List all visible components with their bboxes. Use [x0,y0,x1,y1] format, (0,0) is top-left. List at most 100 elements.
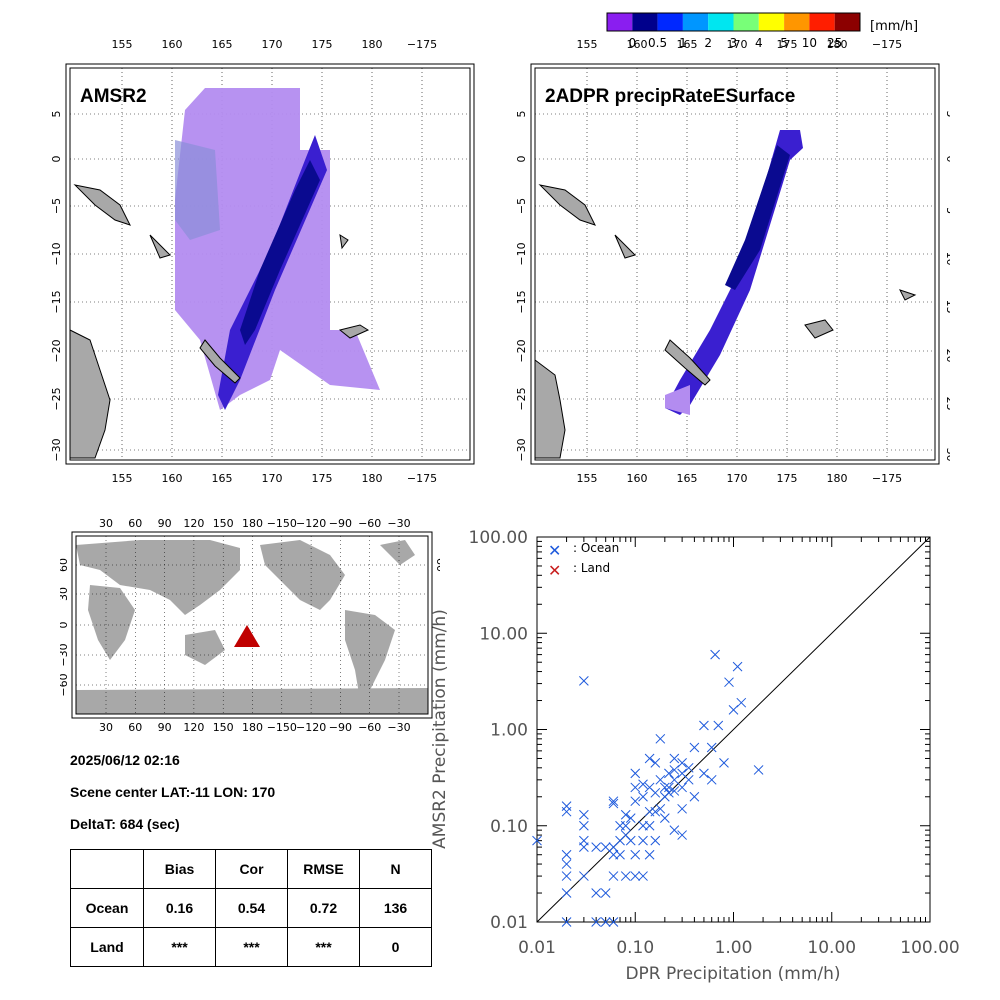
scatter-point-ocean [669,825,680,836]
scatter-legend: ✕ : Ocean ✕ : Land [548,541,619,580]
legend-tick-label: 10 [802,36,817,50]
scatter-point-ocean [706,774,717,785]
scatter-point-ocean [650,758,661,768]
legend-unit-label: [mm/h] [870,19,918,34]
scatter-point-ocean [579,809,589,820]
dpr-heavy-rain-strip [725,145,790,290]
map-lat-tick-label: −5 [515,198,528,214]
scatter-point-ocean [659,782,670,793]
scatter-point-ocean [655,733,666,744]
world-bottom-lon-tick: −60 [358,721,381,734]
map-lon-tick-label: 180 [362,40,383,51]
scatter-point-ocean [659,813,670,823]
amsr2-islands [73,184,370,339]
map-lon-tick-label: 155 [577,40,598,51]
scatter-point-ocean [710,649,720,660]
map-lat-tick-label: −30 [50,438,63,461]
map-lon-tick-label: 155 [112,40,133,51]
amsr2-australia-coast [69,329,111,459]
x-tick-label: 0.10 [616,938,654,958]
scatter-point-ocean [561,888,572,898]
map-lon-tick-label: 160 [627,40,648,51]
scene-datetime: 2025/06/12 02:16 [70,752,180,768]
x-tick-label: 10.00 [807,938,856,958]
map-lat-tick-label: −25 [515,387,528,410]
map-lon-tick-label: 175 [777,40,798,51]
map-lat-tick-label: 5 [479,111,480,118]
map-lon-tick-label: 165 [677,40,698,51]
x-tick-label: 100.00 [900,938,959,958]
scatter-point-ocean [591,888,602,898]
scatter-point-ocean [630,849,641,860]
map-lat-tick-label: −10 [479,242,480,265]
world-continents [76,540,428,714]
world-bottom-lon-tick: −30 [387,721,410,734]
scatter-point-ocean [579,820,589,831]
legend-tick-label: 0.5 [648,36,667,50]
scatter-point-ocean [608,798,619,809]
y-tick-label: 1.00 [490,721,528,741]
one-to-one-line [536,536,931,923]
map-lat-tick-label: 0 [479,156,480,163]
map-lat-tick-label: −10 [50,242,63,265]
stats-table: Bias Cor RMSE N Ocean 0.16 0.54 0.72 136… [70,849,432,967]
legend-ocean-marker: ✕ [548,541,561,560]
map-lon-tick-label: −175 [872,40,902,51]
y-tick-label: 10.00 [479,624,528,644]
precip-color-legend: 0 0.5 1 2 3 4 5 10 25 [mm/h] [606,12,918,50]
stats-cell: *** [215,927,288,967]
dpr-new-caledonia [664,339,711,386]
scatter-point-ocean [655,803,666,814]
map-lat-tick-label: −10 [515,242,528,265]
world-bottom-lon-tick: 60 [128,721,142,734]
scatter-point-ocean [677,803,687,814]
legend-color-swatch [632,13,658,31]
legend-color-swatch [784,13,810,31]
map-lat-tick-label: −5 [50,198,63,214]
world-top-lon-tick: −90 [329,517,352,530]
map-lon-tick-label: 170 [262,472,283,485]
world-bottom-lon-tick: 180 [242,721,263,734]
scatter-point-ocean [591,842,602,852]
scene-location-marker [234,625,260,647]
scatter-point-ocean [600,888,611,898]
world-lat-tick-left: −60 [60,673,70,696]
world-top-lon-tick: 30 [99,517,113,530]
scatter-point-ocean [650,787,661,798]
legend-tick-label: 3 [730,36,738,50]
x-tick-label: 0.01 [518,938,556,958]
scatter-point-ocean [683,774,694,785]
map-lon-tick-label: 165 [212,472,233,485]
scatter-point-ocean [638,791,648,802]
map-lon-tick-label: 160 [162,40,183,51]
scatter-point-ocean [732,661,743,672]
scatter-point-ocean [608,917,619,927]
dpr-islands [538,184,917,339]
scatter-point-ocean [644,820,655,831]
scatter-point-ocean [620,809,631,820]
legend-land-label: : Land [573,561,610,575]
legend-color-swatch [733,13,759,31]
scatter-point-ocean [608,871,619,881]
scatter-point-ocean [591,917,602,927]
map-lat-tick-label: −5 [944,198,950,214]
world-bottom-lon-tick: 120 [183,721,204,734]
map-lon-tick-label: 180 [827,40,848,51]
scene-info: 2025/06/12 02:16 Scene center LAT:-11 LO… [70,750,450,846]
world-top-lon-tick: 150 [213,517,234,530]
scatter-point-ocean [625,835,636,846]
scatter-point-ocean [630,768,641,779]
x-tick-label: 1.00 [715,938,753,958]
scatter-point-ocean [655,774,666,785]
map-lat-tick-label: −5 [479,198,480,214]
world-top-lon-tick: 90 [158,517,172,530]
scatter-point-ocean [561,849,572,860]
world-bottom-lon-tick: 150 [213,721,234,734]
dpr-map-title: 2ADPR precipRateESurface [545,86,795,107]
legend-tick-label: 2 [704,36,712,50]
map-lat-tick-label: −15 [515,290,528,313]
world-bottom-lon-tick: −120 [296,721,326,734]
scatter-point-ocean [689,742,700,753]
scatter-point-ocean [753,765,764,775]
